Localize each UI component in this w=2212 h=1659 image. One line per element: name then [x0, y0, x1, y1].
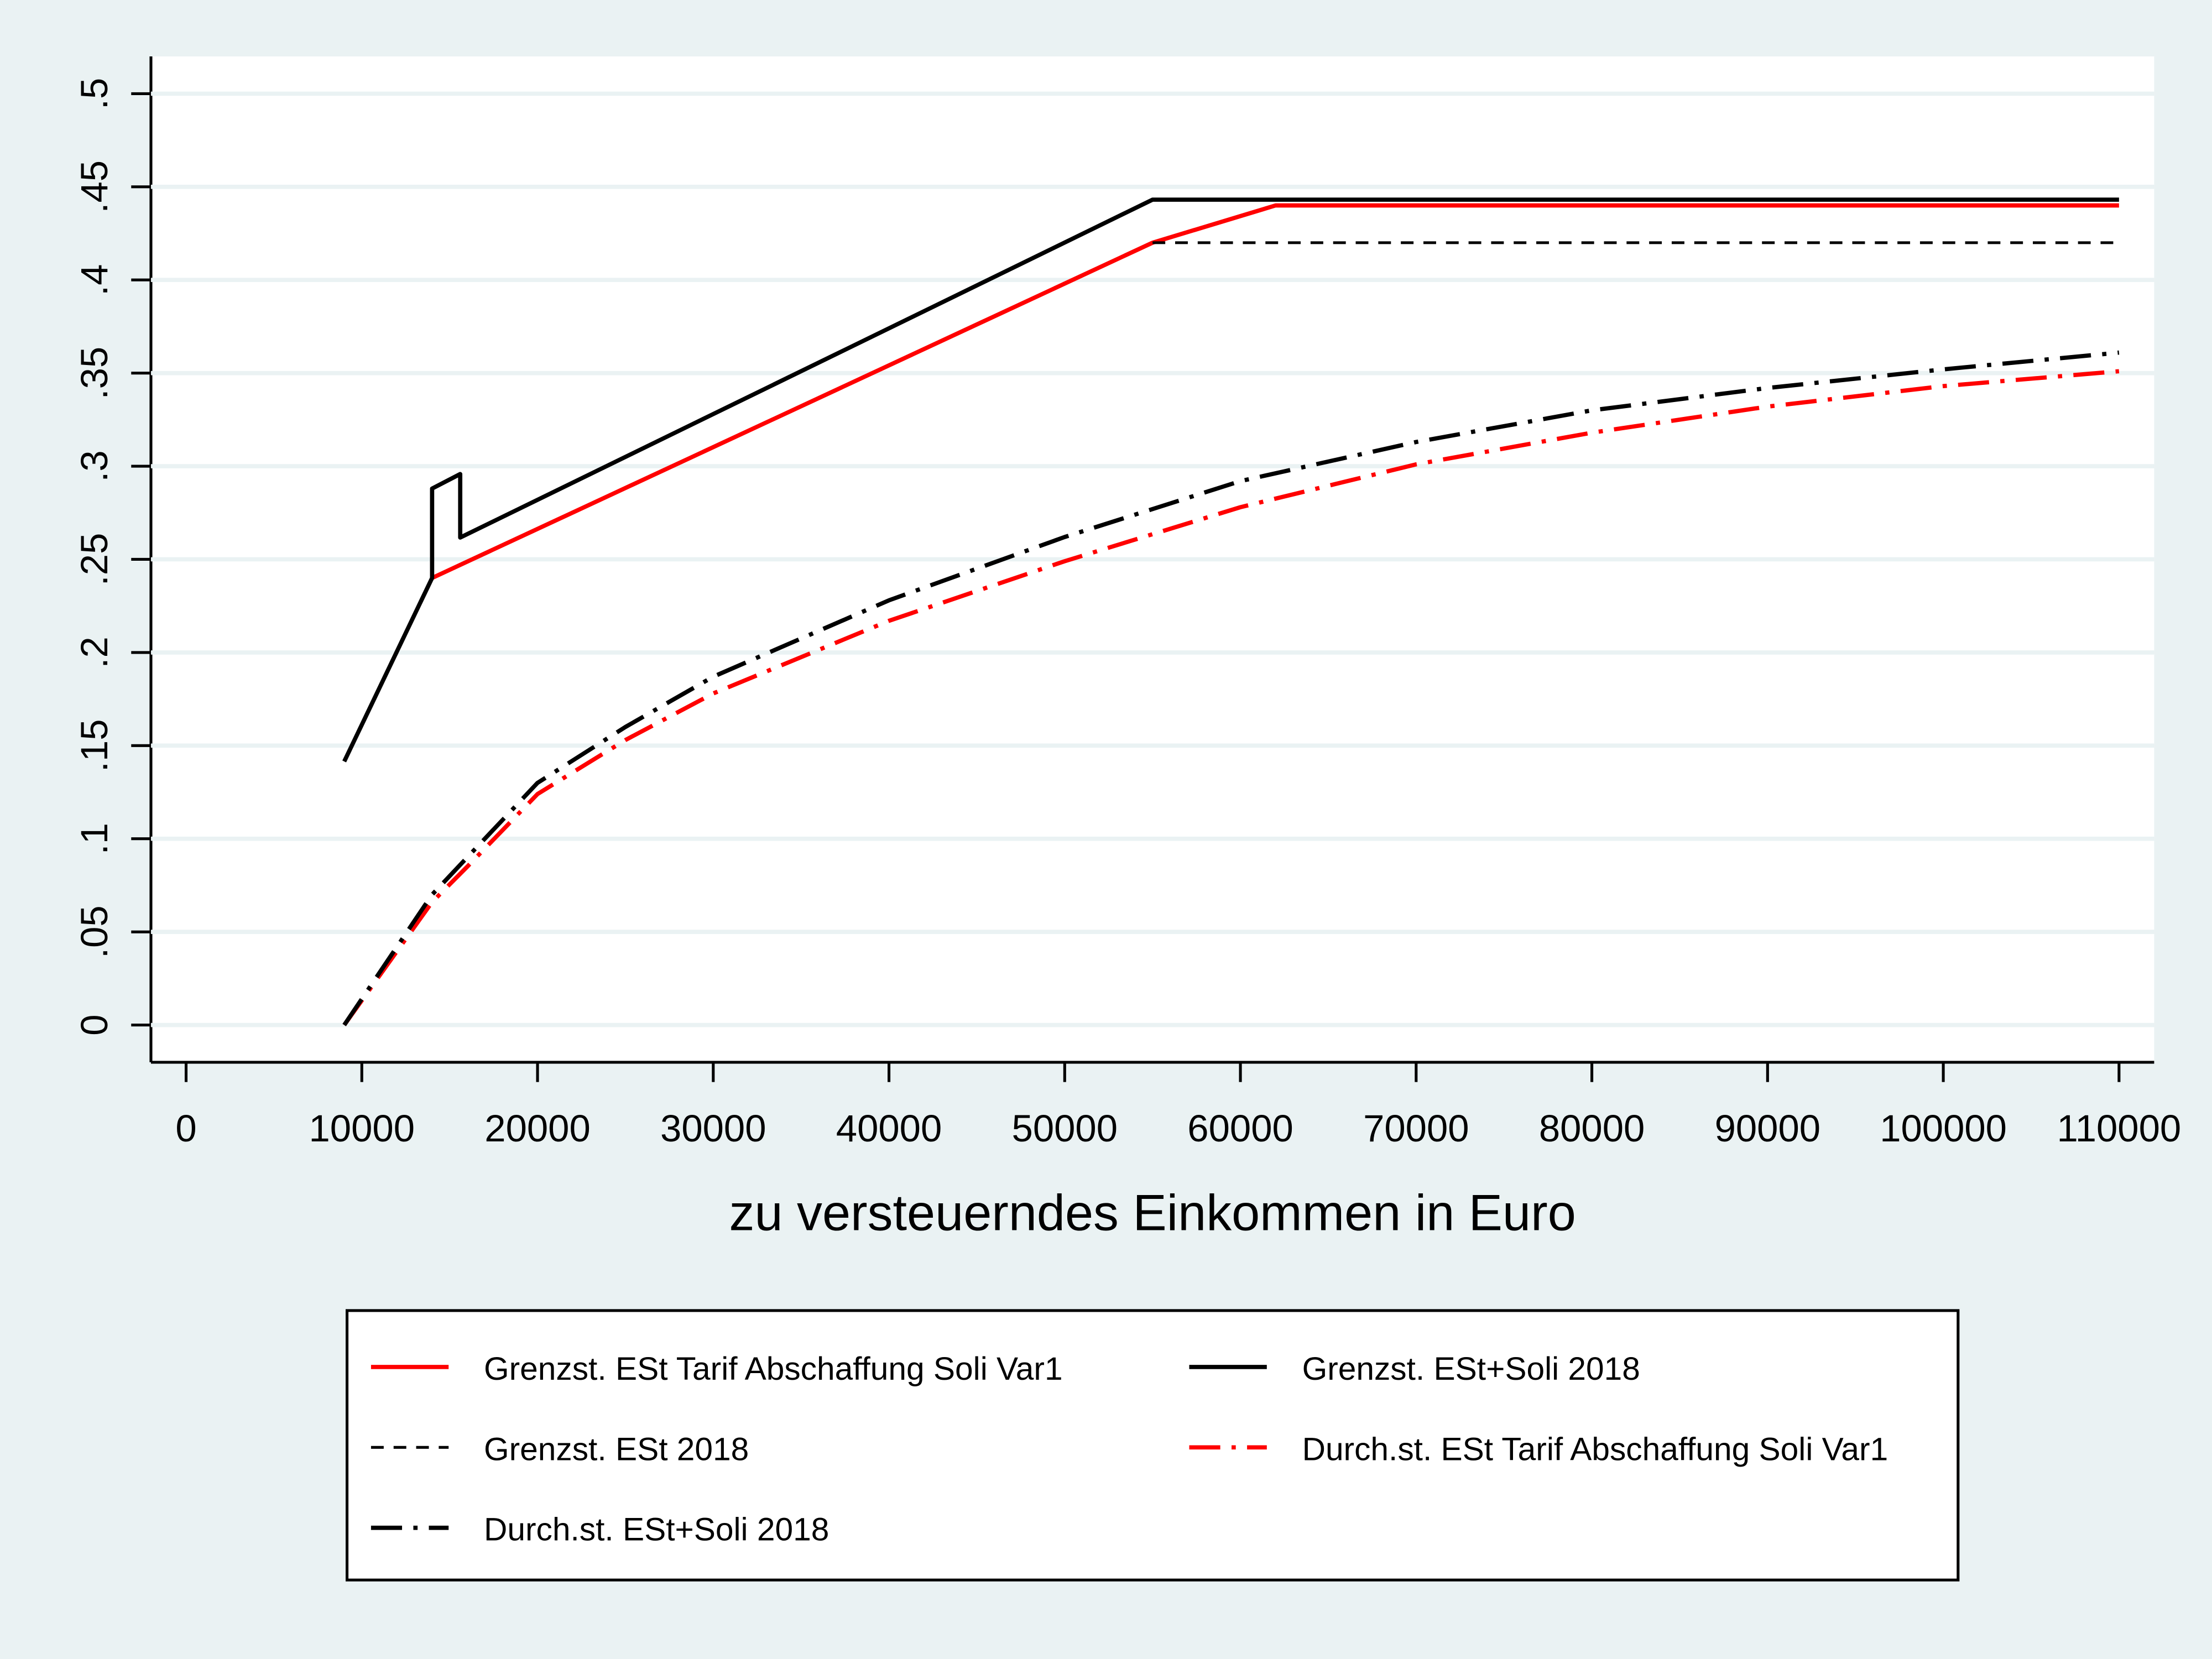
legend-label: Grenzst. ESt+Soli 2018 — [1302, 1351, 1640, 1387]
x-tick-label: 30000 — [660, 1107, 766, 1150]
line-series — [342, 369, 2120, 1026]
y-tick-label: .35 — [73, 347, 116, 400]
y-tick-label: .5 — [73, 78, 116, 109]
x-tick-label: 100000 — [1880, 1107, 2007, 1150]
x-tick-label: 10000 — [309, 1107, 415, 1150]
legend-label: Grenzst. ESt Tarif Abschaffung Soli Var1 — [484, 1351, 1063, 1387]
line-series — [431, 203, 2119, 580]
legend-label: Durch.st. ESt Tarif Abschaffung Soli Var… — [1302, 1431, 1888, 1467]
y-tick-label: .4 — [73, 264, 116, 296]
x-tick-label: 0 — [175, 1107, 196, 1150]
line-series — [342, 197, 2119, 763]
y-tick-label: 0 — [73, 1014, 116, 1035]
line-series — [342, 350, 2120, 1026]
y-tick-label: .15 — [73, 719, 116, 772]
x-axis-label: zu versteuerndes Einkommen in Euro — [729, 1185, 1576, 1241]
y-tick-label: .05 — [73, 905, 116, 958]
x-tick-label: 60000 — [1187, 1107, 1293, 1150]
x-tick-label: 110000 — [2057, 1107, 2182, 1150]
x-tick-label: 40000 — [836, 1107, 942, 1150]
x-tick-label: 90000 — [1715, 1107, 1820, 1150]
y-tick-label: .45 — [73, 160, 116, 213]
legend-label: Grenzst. ESt 2018 — [484, 1431, 749, 1467]
y-tick-label: .2 — [73, 637, 116, 668]
legend — [345, 1309, 1960, 1582]
x-tick-label: 20000 — [484, 1107, 590, 1150]
legend-label: Durch.st. ESt+Soli 2018 — [484, 1512, 829, 1548]
x-tick-label: 70000 — [1363, 1107, 1469, 1150]
y-tick-label: .1 — [73, 823, 116, 854]
y-tick-label: .25 — [73, 533, 116, 586]
x-tick-label: 80000 — [1539, 1107, 1645, 1150]
y-tick-label: .3 — [73, 450, 116, 482]
x-tick-label: 50000 — [1012, 1107, 1118, 1150]
